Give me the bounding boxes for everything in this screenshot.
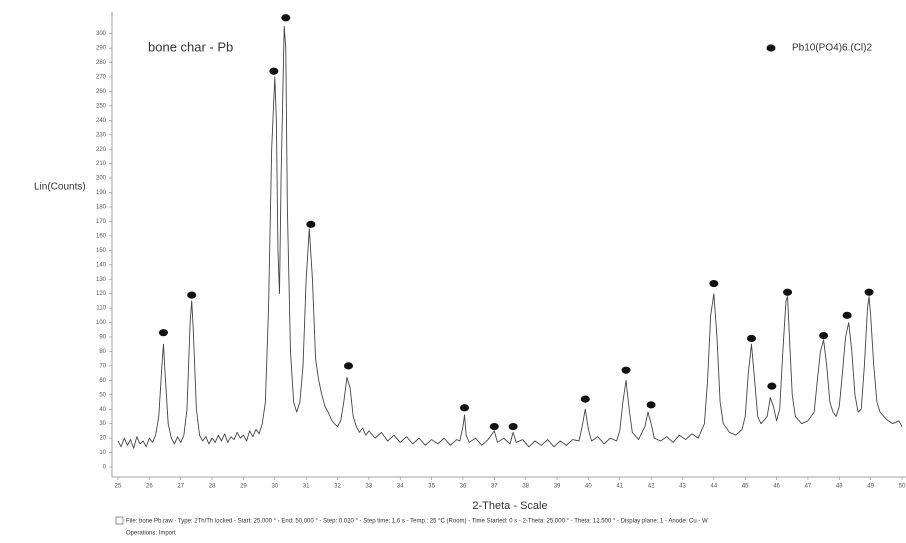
peak-marker [819,332,828,339]
x-tick-label: 34 [397,484,404,490]
footer-line: File: bone Pb.raw - Type: 2Th/Th locked … [126,519,708,525]
y-tick-label: 10 [99,450,106,456]
chart-title: bone char - Pb [148,39,233,54]
footer-line: Operations: Import [126,531,176,537]
peak-marker [187,292,196,299]
x-tick-label: 43 [679,484,686,490]
x-tick-label: 46 [773,484,780,490]
x-tick-label: 30 [271,484,278,490]
footer-icon [116,517,123,524]
y-tick-label: 190 [96,190,107,196]
y-tick-label: 110 [96,306,106,312]
peak-marker [509,423,518,430]
x-tick-label: 48 [836,484,843,490]
peak-marker [783,289,792,296]
y-tick-label: 60 [99,378,106,384]
x-tick-label: 39 [554,484,561,490]
x-tick-label: 31 [303,484,310,490]
x-tick-label: 50 [899,484,906,490]
legend-label: Pb10(PO4)6.(Cl)2 [792,43,872,54]
peak-marker [747,335,756,342]
y-tick-label: 170 [96,219,107,225]
y-axis-label: Lin(Counts) [34,182,86,193]
legend-marker [767,44,776,51]
peak-marker [460,404,469,411]
diffraction-line [118,26,902,448]
peak-marker [344,362,353,369]
y-tick-label: 90 [99,335,106,341]
y-tick-label: 150 [96,248,107,254]
peak-marker [767,383,776,390]
x-tick-label: 37 [491,484,498,490]
x-tick-label: 45 [742,484,749,490]
x-tick-label: 27 [177,484,184,490]
x-tick-label: 42 [648,484,655,490]
y-tick-label: 210 [96,161,107,167]
peak-marker [581,396,590,403]
y-tick-label: 30 [99,421,106,427]
peak-marker [269,68,278,75]
peak-marker [843,312,852,319]
x-tick-label: 35 [428,484,435,490]
peak-marker [709,280,718,287]
y-tick-label: 200 [96,176,107,182]
x-tick-label: 32 [334,484,341,490]
y-tick-label: 290 [96,46,107,52]
x-tick-label: 36 [460,484,467,490]
y-tick-label: 300 [96,31,107,37]
y-tick-label: 140 [96,262,107,268]
x-tick-label: 47 [805,484,812,490]
x-tick-label: 38 [522,484,529,490]
x-tick-label: 40 [585,484,592,490]
x-tick-label: 49 [867,484,874,490]
y-tick-label: 160 [96,233,107,239]
x-axis-label: 2-Theta - Scale [472,500,547,512]
y-tick-label: 250 [96,103,107,109]
peak-marker [647,401,656,408]
peak-marker [281,14,290,21]
peak-marker [306,221,315,228]
y-tick-label: 230 [96,132,107,138]
y-tick-label: 130 [96,277,107,283]
peak-marker [622,367,631,374]
y-tick-label: 40 [99,407,106,413]
y-tick-label: 20 [99,436,106,442]
chart: bone char - Pb Lin(Counts) 2-Theta - Sca… [0,0,906,543]
peak-marker [865,289,874,296]
y-tick-label: 220 [96,147,107,153]
y-tick-label: 70 [99,363,106,369]
x-tick-label: 26 [146,484,153,490]
y-tick-label: 240 [96,118,107,124]
y-tick-label: 180 [96,205,107,211]
x-tick-label: 44 [710,484,717,490]
x-tick-label: 28 [209,484,216,490]
y-tick-label: 0 [103,465,107,471]
y-tick-label: 80 [99,349,106,355]
y-tick-label: 50 [99,392,106,398]
x-tick-label: 29 [240,484,247,490]
page: {"chart_data": { "type": "line", "title"… [0,0,906,543]
y-tick-label: 280 [96,60,107,66]
peak-marker [159,329,168,336]
x-tick-label: 33 [366,484,373,490]
y-tick-label: 100 [96,320,107,326]
x-tick-label: 41 [616,484,623,490]
peak-marker [490,423,499,430]
y-tick-label: 270 [96,75,107,81]
y-tick-label: 120 [96,291,107,297]
y-tick-label: 260 [96,89,107,95]
x-tick-label: 25 [115,484,122,490]
